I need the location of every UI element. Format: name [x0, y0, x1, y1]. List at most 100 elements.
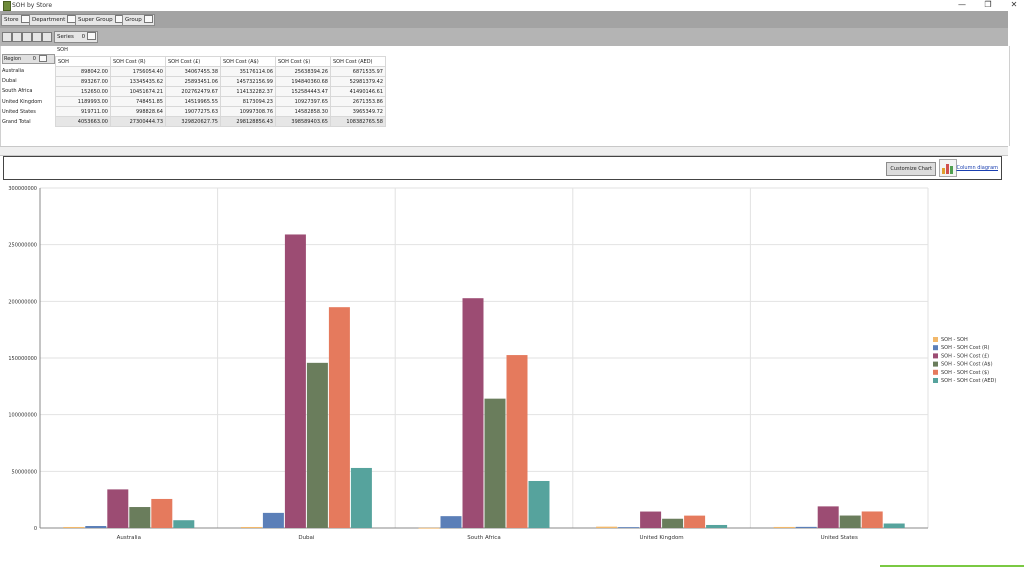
toolbar-button-3[interactable] — [22, 32, 32, 42]
pivot-cell[interactable]: 34067455.38 — [165, 66, 221, 77]
toolbar-button-1[interactable] — [2, 32, 12, 42]
bar[interactable] — [350, 467, 372, 528]
region-dropdown-icon[interactable] — [38, 55, 47, 62]
pivot-cell[interactable]: 202762479.67 — [165, 86, 221, 97]
pivot-cell[interactable]: 1189993.00 — [55, 96, 111, 107]
pivot-cell[interactable]: 8173094.23 — [220, 96, 276, 107]
pivot-cell[interactable]: 898042.00 — [55, 66, 111, 77]
bar[interactable] — [773, 526, 795, 528]
column-diagram-icon[interactable] — [939, 159, 957, 177]
pivot-cell[interactable]: 919711.00 — [55, 106, 111, 117]
bar[interactable] — [107, 489, 129, 528]
bar[interactable] — [795, 526, 817, 528]
pivot-cell[interactable]: 194840360.68 — [275, 76, 331, 87]
bar[interactable] — [596, 526, 618, 528]
legend-entry[interactable]: SOH - SOH Cost (£) — [941, 353, 989, 359]
pivot-cell[interactable]: 25893451.06 — [165, 76, 221, 87]
bar[interactable] — [462, 298, 484, 528]
pivot-cell[interactable]: 152584443.47 — [275, 86, 331, 97]
minimize-icon[interactable]: — — [958, 0, 966, 9]
region-field[interactable]: Region 0 — [2, 54, 55, 64]
column-header[interactable]: SOH Cost (£) — [165, 56, 221, 67]
bar[interactable] — [262, 512, 284, 528]
filter-group[interactable]: Group — [122, 14, 155, 26]
bar[interactable] — [129, 507, 151, 528]
series-field[interactable]: Series 0 — [54, 31, 99, 43]
bar[interactable] — [883, 523, 905, 528]
bar[interactable] — [684, 515, 706, 528]
column-header[interactable]: SOH Cost (AED) — [330, 56, 386, 67]
splitter[interactable] — [0, 146, 1008, 156]
bar[interactable] — [328, 307, 350, 528]
bar[interactable] — [484, 398, 506, 528]
bar[interactable] — [839, 515, 861, 528]
pivot-total-cell[interactable]: 27300444.73 — [110, 116, 166, 127]
bar[interactable] — [85, 526, 107, 528]
column-header[interactable]: SOH — [55, 56, 111, 67]
pivot-cell[interactable]: 3965349.72 — [330, 106, 386, 117]
bar[interactable] — [306, 362, 328, 528]
column-header[interactable]: SOH Cost (A$) — [220, 56, 276, 67]
bar[interactable] — [284, 234, 306, 528]
pivot-total-cell[interactable]: 4053663.00 — [55, 116, 111, 127]
bar[interactable] — [640, 511, 662, 528]
pivot-cell[interactable]: 152650.00 — [55, 86, 111, 97]
pivot-cell[interactable]: 41490146.61 — [330, 86, 386, 97]
pivot-cell[interactable]: 10997308.76 — [220, 106, 276, 117]
pivot-cell[interactable]: 19077275.63 — [165, 106, 221, 117]
filter-store[interactable]: Store — [1, 14, 32, 26]
column-header[interactable]: SOH Cost ($) — [275, 56, 331, 67]
legend-entry[interactable]: SOH - SOH Cost ($) — [941, 370, 989, 376]
bar[interactable] — [861, 511, 883, 528]
close-icon[interactable]: ✕ — [1010, 0, 1018, 9]
bar[interactable] — [418, 527, 440, 529]
pivot-total-cell[interactable]: 108382765.58 — [330, 116, 386, 127]
bar[interactable] — [240, 526, 262, 528]
column-diagram-link[interactable]: Column diagram — [956, 165, 998, 171]
legend-entry[interactable]: SOH - SOH — [941, 337, 968, 343]
bar[interactable] — [151, 498, 173, 528]
bar[interactable] — [173, 520, 195, 528]
pivot-total-cell[interactable]: 398589403.65 — [275, 116, 331, 127]
filter-dropdown-icon[interactable] — [143, 14, 153, 23]
pivot-cell[interactable]: 6871535.97 — [330, 66, 386, 77]
bar[interactable] — [706, 524, 728, 528]
pivot-cell[interactable]: 1756054.40 — [110, 66, 166, 77]
column-header[interactable]: SOH Cost (R) — [110, 56, 166, 67]
maximize-icon[interactable]: ❐ — [984, 0, 992, 9]
filter-department[interactable]: Department — [29, 14, 79, 26]
toolbar-button-2[interactable] — [12, 32, 22, 42]
legend-entry[interactable]: SOH - SOH Cost (AED) — [941, 378, 996, 384]
bar[interactable] — [506, 355, 528, 528]
pivot-cell[interactable]: 25638394.26 — [275, 66, 331, 77]
legend-entry[interactable]: SOH - SOH Cost (R) — [941, 345, 989, 351]
bar[interactable] — [662, 518, 684, 528]
bar[interactable] — [618, 527, 640, 528]
series-dropdown-icon[interactable] — [87, 31, 97, 40]
bar[interactable] — [440, 516, 462, 528]
pivot-cell[interactable]: 114132282.37 — [220, 86, 276, 97]
pivot-cell[interactable]: 2671353.86 — [330, 96, 386, 107]
filter-super-group[interactable]: Super Group — [75, 14, 126, 26]
bar[interactable] — [528, 480, 550, 528]
pivot-cell[interactable]: 52981379.42 — [330, 76, 386, 87]
y-tick-label: 0 — [34, 526, 37, 532]
legend-entry[interactable]: SOH - SOH Cost (A$) — [941, 362, 993, 368]
pivot-cell[interactable]: 893267.00 — [55, 76, 111, 87]
pivot-cell[interactable]: 748451.85 — [110, 96, 166, 107]
pivot-cell[interactable]: 10451674.21 — [110, 86, 166, 97]
pivot-cell[interactable]: 998828.64 — [110, 106, 166, 117]
pivot-cell[interactable]: 13345435.62 — [110, 76, 166, 87]
pivot-cell[interactable]: 10927397.65 — [275, 96, 331, 107]
pivot-cell[interactable]: 145732156.99 — [220, 76, 276, 87]
pivot-cell[interactable]: 14582858.30 — [275, 106, 331, 117]
pivot-cell[interactable]: 35176114.06 — [220, 66, 276, 77]
bar[interactable] — [63, 526, 85, 528]
bar[interactable] — [817, 506, 839, 528]
pivot-total-cell[interactable]: 329820627.75 — [165, 116, 221, 127]
pivot-total-cell[interactable]: 298128856.43 — [220, 116, 276, 127]
pivot-cell[interactable]: 14519965.55 — [165, 96, 221, 107]
toolbar-button-5[interactable] — [42, 32, 52, 42]
toolbar-button-4[interactable] — [32, 32, 42, 42]
customize-chart-button[interactable]: Customize Chart — [886, 162, 936, 176]
